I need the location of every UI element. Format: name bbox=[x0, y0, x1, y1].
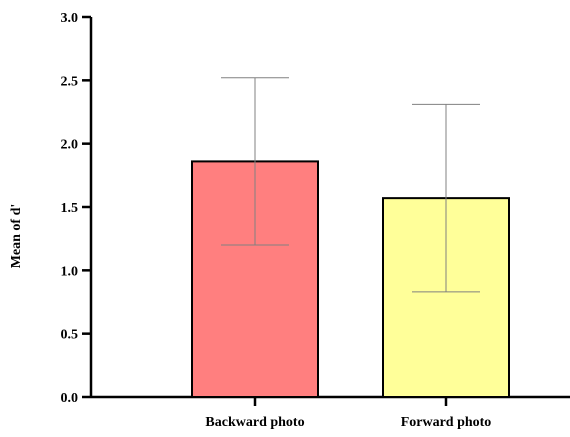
y-axis-label: Mean of d' bbox=[9, 204, 24, 269]
bar-forward-photo bbox=[382, 197, 510, 398]
bars bbox=[191, 160, 510, 398]
x-tick-label: Forward photo bbox=[401, 415, 492, 430]
y-tick-label: 2.0 bbox=[61, 138, 79, 153]
y-tick-label: 0.0 bbox=[61, 391, 79, 406]
x-tick-label: Backward photo bbox=[205, 415, 304, 430]
y-tick-label: 3.0 bbox=[61, 11, 79, 26]
y-tick-label: 1.0 bbox=[61, 264, 79, 279]
error-bars bbox=[221, 77, 480, 293]
y-tick-label: 0.5 bbox=[61, 328, 79, 343]
y-tick-label: 2.5 bbox=[61, 74, 79, 89]
y-axis: 0.0 0.5 1.0 1.5 2.0 2.5 3.0 bbox=[61, 11, 93, 406]
y-tick-label: 1.5 bbox=[61, 201, 79, 216]
